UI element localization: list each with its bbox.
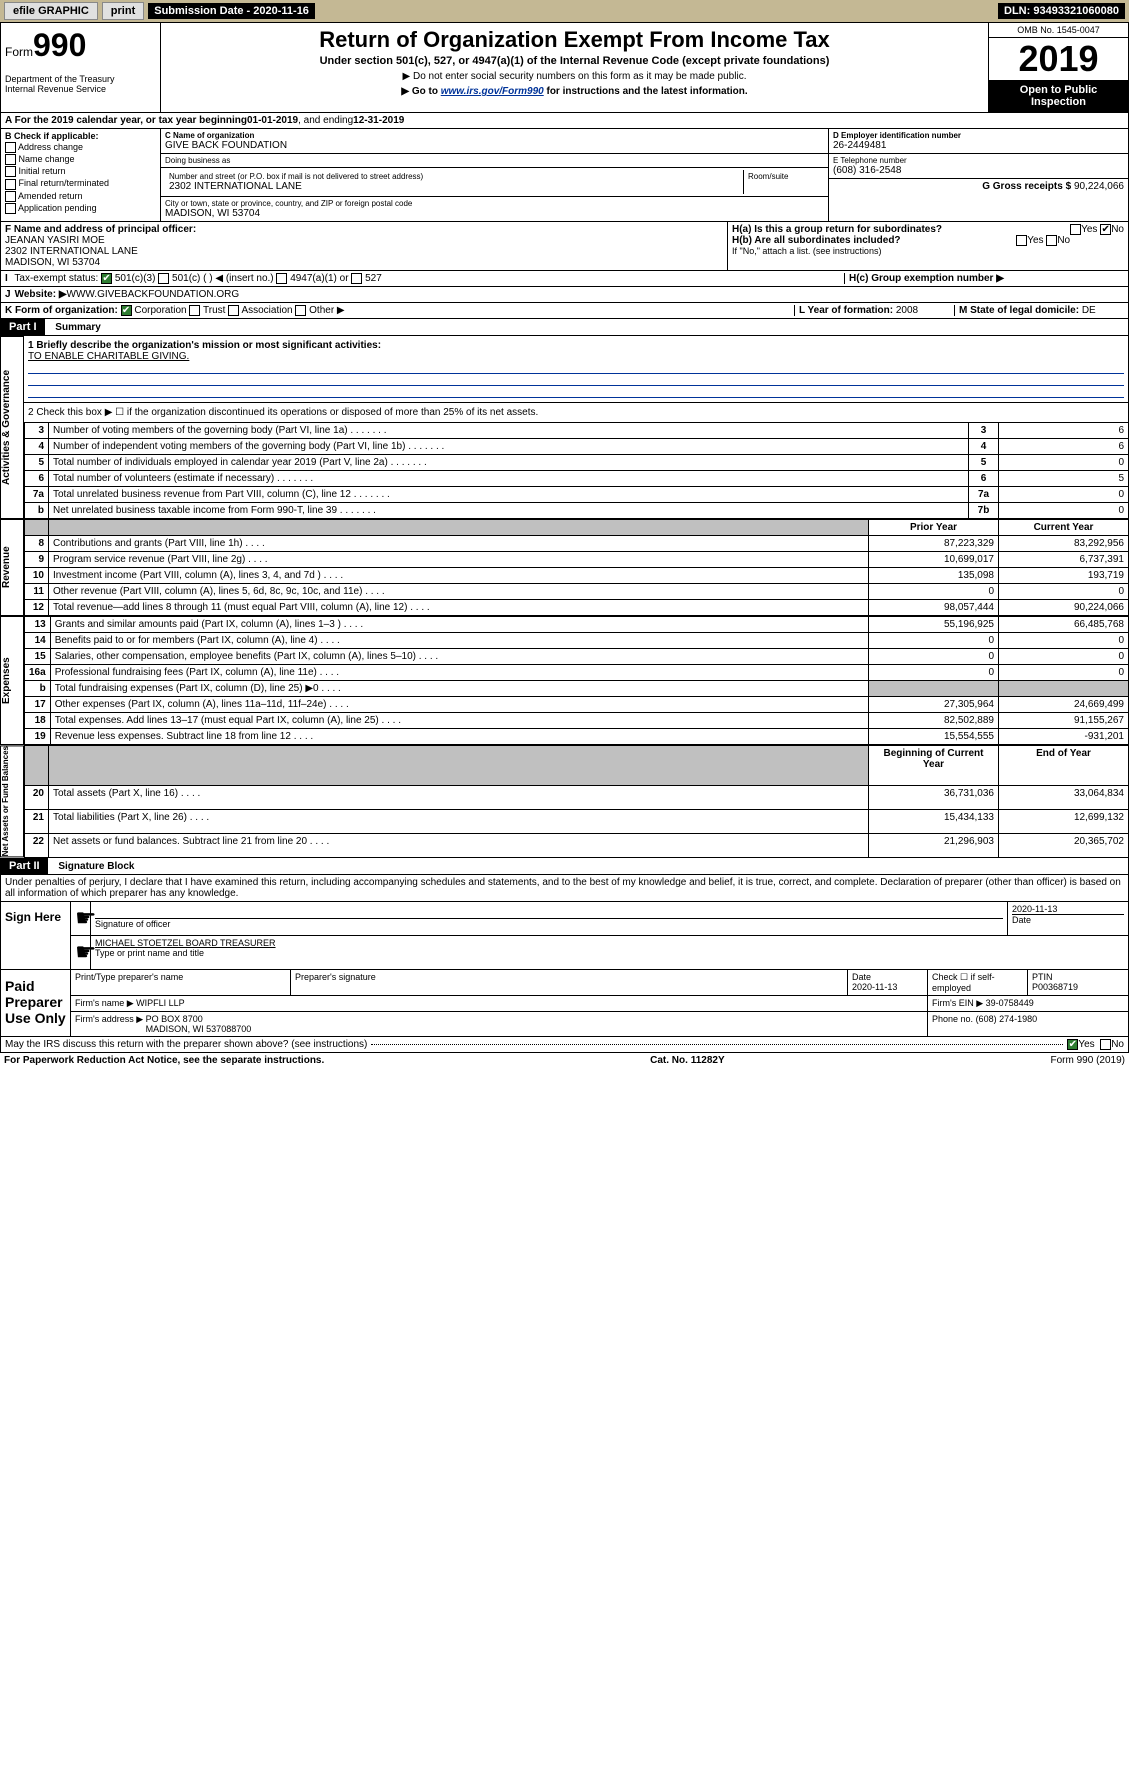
dln-label: DLN: 93493321060080 [998, 3, 1125, 19]
tax-year: 2019 [989, 38, 1128, 80]
efile-button[interactable]: efile GRAPHIC [4, 2, 98, 20]
note-ssn: ▶ Do not enter social security numbers o… [165, 71, 984, 82]
section-a: B Check if applicable: Address change Na… [0, 129, 1129, 222]
form-title: Return of Organization Exempt From Incom… [165, 27, 984, 53]
ein: 26-2449481 [833, 140, 1124, 151]
officer-addr: 2302 INTERNATIONAL LANE MADISON, WI 5370… [5, 246, 723, 268]
officer-sig-name: MICHAEL STOETZEL BOARD TREASURER [95, 938, 1124, 948]
firm-phone: (608) 274-1980 [976, 1014, 1038, 1024]
firm-name: WIPFLI LLP [136, 998, 185, 1008]
footer: For Paperwork Reduction Act Notice, see … [0, 1053, 1129, 1068]
phone: (608) 316-2548 [833, 165, 1124, 176]
org-name: GIVE BACK FOUNDATION [165, 140, 824, 151]
print-button[interactable]: print [102, 2, 144, 20]
form-number: Form990 [5, 27, 156, 64]
gross-receipts: 90,224,066 [1074, 181, 1124, 192]
firm-ein: 39-0758449 [986, 998, 1034, 1008]
omb-number: OMB No. 1545-0047 [989, 23, 1128, 38]
top-toolbar: efile GRAPHIC print Submission Date - 20… [0, 0, 1129, 22]
firm-addr: PO BOX 8700 MADISON, WI 537088700 [146, 1014, 252, 1034]
note-link: ▶ Go to www.irs.gov/Form990 for instruct… [165, 86, 984, 97]
officer-name: JEANAN YASIRI MOE [5, 235, 723, 246]
part1-header: Part I [1, 319, 45, 335]
mission-text: TO ENABLE CHARITABLE GIVING. [28, 351, 1124, 362]
submission-date: Submission Date - 2020-11-16 [148, 3, 315, 19]
vert-revenue: Revenue [0, 519, 24, 616]
perjury-text: Under penalties of perjury, I declare th… [0, 875, 1129, 902]
paid-preparer-block: Paid Preparer Use Only Print/Type prepar… [0, 970, 1129, 1037]
ptin: P00368719 [1032, 982, 1078, 992]
part2-header: Part II [1, 858, 48, 874]
irs-link[interactable]: www.irs.gov/Form990 [441, 86, 544, 97]
form-subtitle: Under section 501(c), 527, or 4947(a)(1)… [165, 55, 984, 67]
vert-governance: Activities & Governance [0, 336, 24, 519]
open-public: Open to Public Inspection [989, 80, 1128, 112]
check-applicable: B Check if applicable: Address change Na… [1, 129, 161, 221]
form-header: Form990 Department of the Treasury Inter… [0, 22, 1129, 113]
period-line: A For the 2019 calendar year, or tax yea… [0, 113, 1129, 129]
vert-net-assets: Net Assets or Fund Balances [0, 745, 24, 857]
org-address: 2302 INTERNATIONAL LANE [169, 181, 739, 192]
org-city: MADISON, WI 53704 [165, 208, 824, 219]
website: WWW.GIVEBACKFOUNDATION.ORG [67, 289, 240, 300]
vert-expenses: Expenses [0, 616, 24, 745]
sign-here-block: Sign Here ☛ Signature of officer 2020-11… [0, 902, 1129, 970]
dept-label: Department of the Treasury Internal Reve… [5, 74, 156, 94]
